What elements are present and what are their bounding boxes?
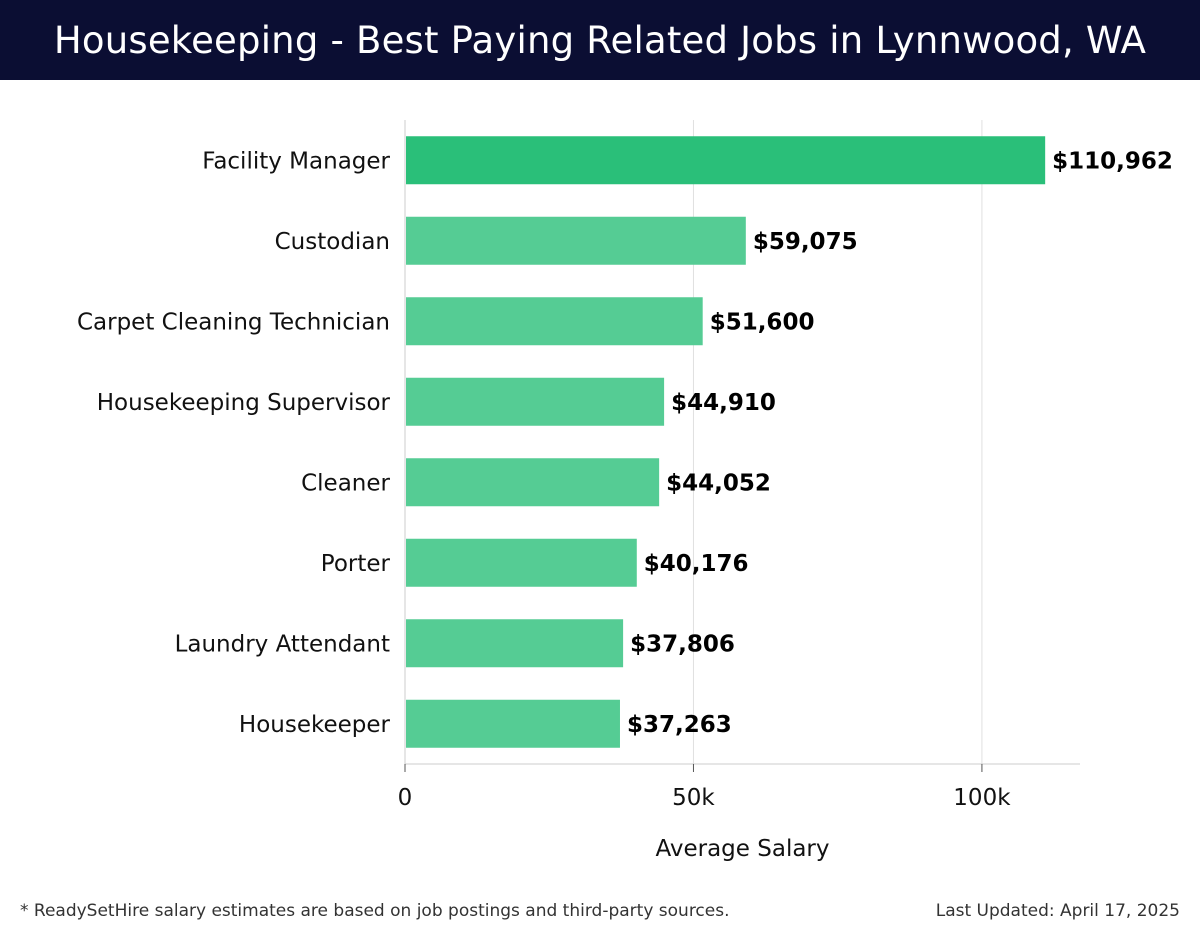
- header-bar: Housekeeping - Best Paying Related Jobs …: [0, 0, 1200, 80]
- page-title: Housekeeping - Best Paying Related Jobs …: [53, 18, 1147, 62]
- bar: [406, 377, 665, 426]
- bar-chart: 0 50k 100k Average Salary Facility Manager $1…: [77, 120, 1173, 862]
- data-label: $59,075: [753, 229, 858, 255]
- category-label: Carpet Cleaning Technician: [77, 309, 390, 335]
- bar: [406, 458, 660, 507]
- bar: [406, 297, 703, 346]
- x-axis-label: Average Salary: [655, 836, 829, 862]
- data-label: $37,263: [627, 712, 732, 738]
- data-label: $37,806: [630, 631, 735, 657]
- data-label: $44,910: [671, 390, 776, 416]
- bar: [406, 538, 637, 587]
- category-label: Facility Manager: [202, 148, 390, 174]
- category-label: Cleaner: [301, 470, 390, 496]
- bar: [406, 699, 620, 748]
- last-updated: Last Updated: April 17, 2025: [935, 901, 1180, 921]
- data-label: $44,052: [666, 470, 771, 496]
- x-tick-label: 100k: [953, 785, 1011, 811]
- x-tick-label: 50k: [672, 785, 715, 811]
- data-label: $51,600: [710, 309, 815, 335]
- bar: [406, 619, 624, 668]
- bar: [406, 216, 746, 265]
- x-tick-label: 0: [398, 785, 413, 811]
- bar: [406, 136, 1046, 185]
- data-label: $40,176: [644, 551, 749, 577]
- category-label: Custodian: [275, 229, 390, 255]
- footer-note: * ReadySetHire salary estimates are base…: [20, 901, 730, 921]
- category-label: Housekeeper: [239, 712, 391, 738]
- data-label: $110,962: [1052, 148, 1173, 174]
- category-label: Porter: [321, 551, 391, 577]
- category-label: Laundry Attendant: [175, 631, 390, 657]
- category-label: Housekeeping Supervisor: [97, 390, 391, 416]
